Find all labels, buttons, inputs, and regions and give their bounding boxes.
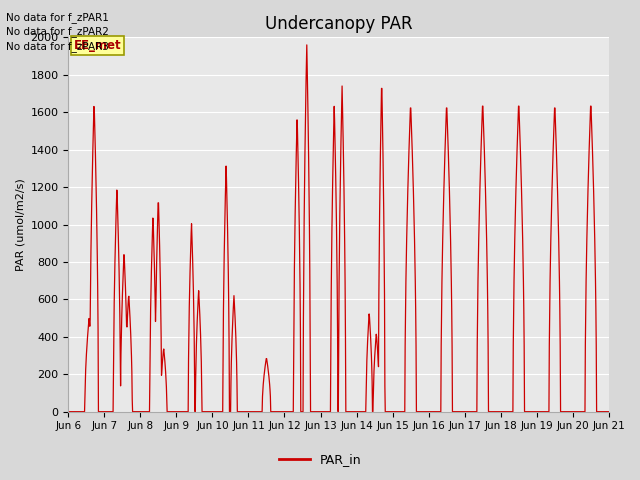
Y-axis label: PAR (umol/m2/s): PAR (umol/m2/s) xyxy=(15,178,25,271)
Title: Undercanopy PAR: Undercanopy PAR xyxy=(265,15,412,33)
Text: No data for f_zPAR3: No data for f_zPAR3 xyxy=(6,41,109,52)
Text: No data for f_zPAR2: No data for f_zPAR2 xyxy=(6,26,109,37)
Text: EE_met: EE_met xyxy=(74,39,122,52)
Legend: PAR_in: PAR_in xyxy=(273,448,367,471)
Text: No data for f_zPAR1: No data for f_zPAR1 xyxy=(6,12,109,23)
